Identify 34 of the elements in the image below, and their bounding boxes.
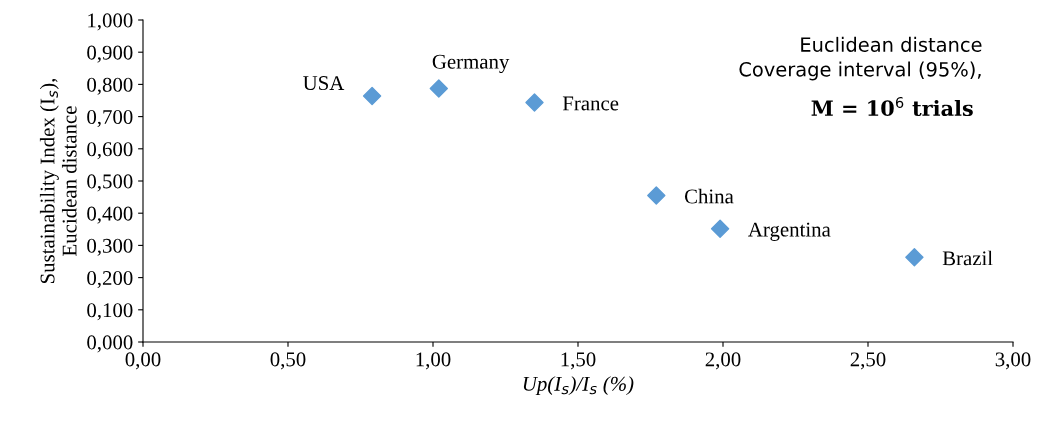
y-axis-title: Sustainability Index (I$_{s}$), Eucidean distance [39, 78, 77, 284]
y-tick-label: 0,100 [87, 303, 133, 321]
annotation: Germany [432, 54, 510, 74]
point [525, 93, 544, 112]
y-tick-label: 0,200 [87, 270, 133, 289]
annotation: China [684, 188, 734, 204]
point [905, 248, 924, 267]
annotation: Euclidean distance Coverage interval (95%), [739, 36, 982, 81]
x-tick-label: 0,50 [270, 352, 306, 370]
y-tick-label: 0,600 [87, 142, 133, 160]
x-tick-label: 2,50 [850, 352, 886, 370]
point [647, 186, 666, 205]
y-tick-label: 0,700 [87, 109, 133, 128]
annotation: USA [303, 76, 345, 91]
y-tick-label: 0,800 [87, 77, 133, 95]
annotation: France [562, 96, 619, 111]
annotation: Argentina [748, 222, 831, 241]
x-tick-label: 1,50 [561, 352, 596, 370]
y-tick-label: 0,400 [87, 206, 133, 224]
y-tick-label: 0,900 [87, 45, 133, 63]
point [710, 219, 730, 238]
x-tick-label: 3,00 [995, 352, 1031, 370]
y-tick-label: 0,500 [87, 174, 133, 192]
y-tick-label: 1,000 [88, 13, 133, 31]
y-tick-label: 0,300 [87, 238, 133, 256]
annotation: M = 10$^{6}$ trials [811, 96, 973, 117]
x-tick-label: 1,00 [416, 352, 451, 370]
point [429, 79, 449, 98]
point [362, 86, 382, 106]
x-tick-label: 2,00 [705, 352, 741, 370]
x-tick-label: 0,00 [125, 352, 161, 370]
y-tick-label: 0,000 [87, 335, 133, 353]
x-axis-title: Up(I$_{s}$)/I$_{s}$ (%) [523, 376, 634, 396]
annotation: Brazil [942, 250, 993, 266]
